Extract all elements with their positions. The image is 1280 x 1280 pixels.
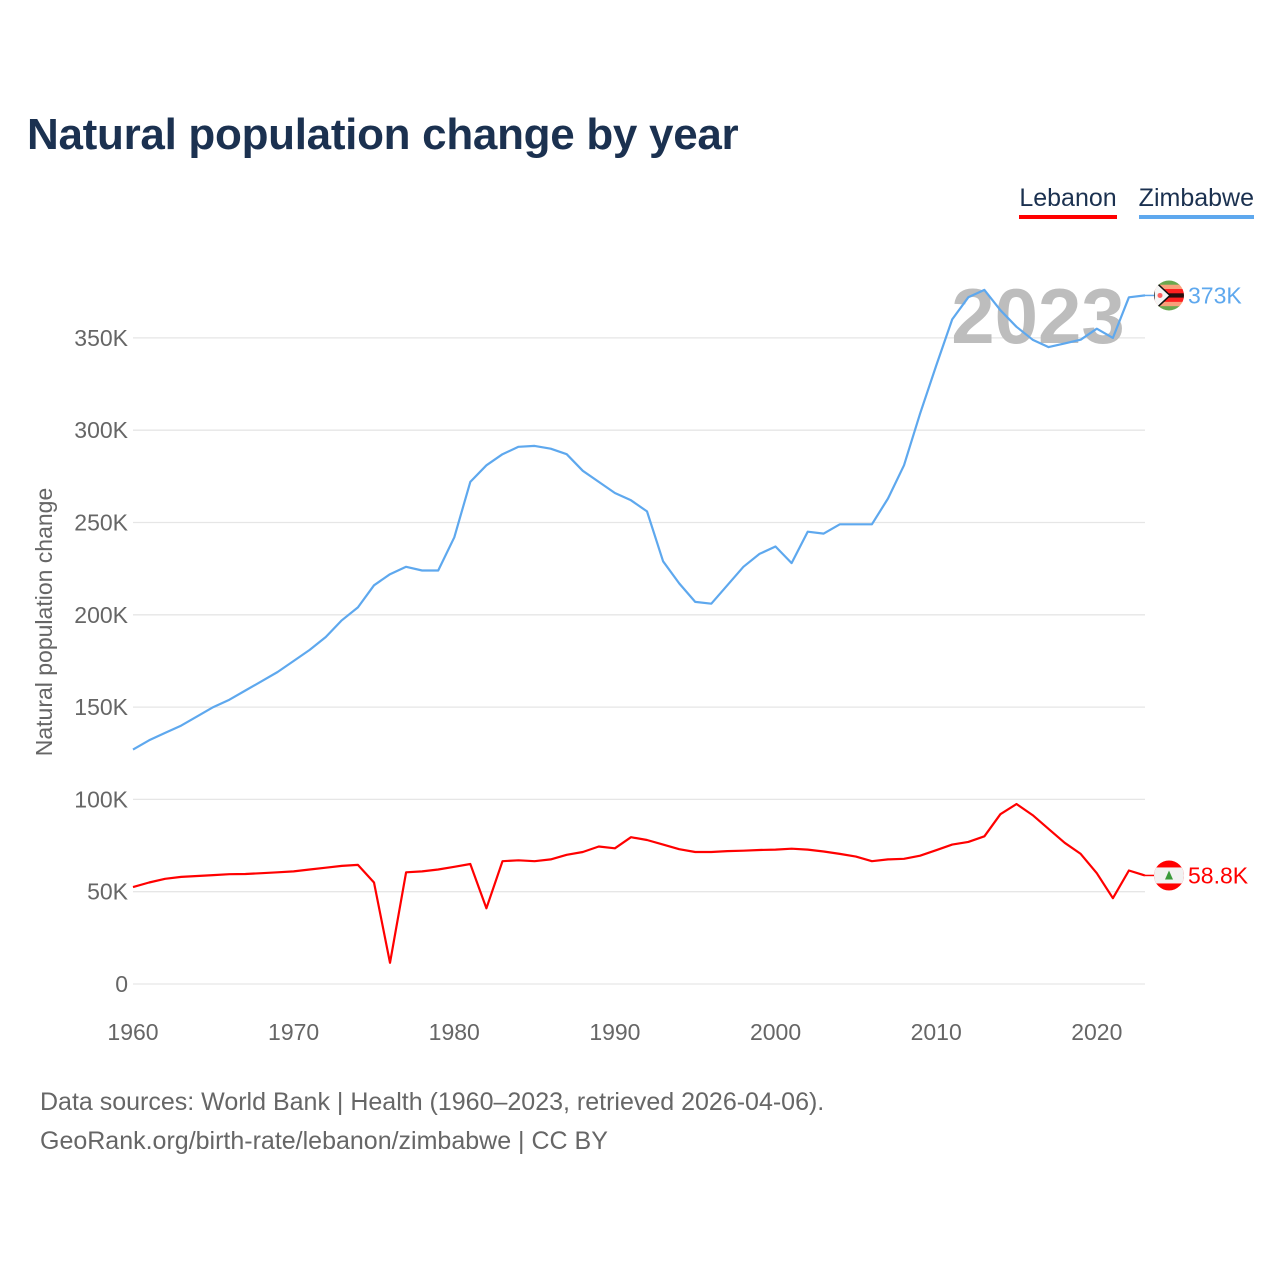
x-tick-label: 2020 — [1071, 1019, 1122, 1045]
end-value-label-lebanon: 58.8K — [1188, 862, 1249, 888]
y-tick-label: 50K — [87, 879, 129, 905]
x-tick-label: 1960 — [107, 1019, 158, 1045]
y-tick-label: 100K — [74, 786, 128, 812]
footer-attribution[interactable]: GeoRank.org/birth-rate/lebanon/zimbabwe … — [40, 1127, 608, 1155]
lebanon-flag-icon — [1154, 860, 1184, 891]
series-line-zimbabwe[interactable] — [132, 288, 1146, 751]
y-tick-label: 250K — [74, 510, 128, 536]
y-tick-label: 150K — [74, 694, 128, 720]
x-tick-label: 1990 — [589, 1019, 640, 1045]
x-tick-label: 2010 — [911, 1019, 962, 1045]
y-tick-label: 350K — [74, 325, 128, 351]
year-watermark: 2023 — [951, 272, 1125, 360]
y-tick-label: 0 — [115, 971, 128, 997]
chart-title: Natural population change by year — [27, 110, 739, 159]
x-tick-label: 2000 — [750, 1019, 801, 1045]
footer-sources: Data sources: World Bank | Health (1960–… — [40, 1088, 825, 1116]
legend-item-zimbabwe[interactable]: Zimbabwe — [1138, 184, 1254, 219]
legend: Lebanon Zimbabwe — [1019, 184, 1254, 219]
end-value-label-zimbabwe: 373K — [1188, 282, 1242, 308]
legend-item-lebanon[interactable]: Lebanon — [1019, 184, 1117, 219]
y-tick-label: 200K — [74, 602, 128, 628]
series-line-lebanon[interactable] — [132, 802, 1146, 964]
y-tick-label: 300K — [74, 417, 128, 443]
x-tick-label: 1970 — [268, 1019, 319, 1045]
y-axis-label: Natural population change — [31, 488, 57, 757]
x-tick-label: 1980 — [429, 1019, 480, 1045]
zimbabwe-flag-icon — [1154, 280, 1184, 311]
